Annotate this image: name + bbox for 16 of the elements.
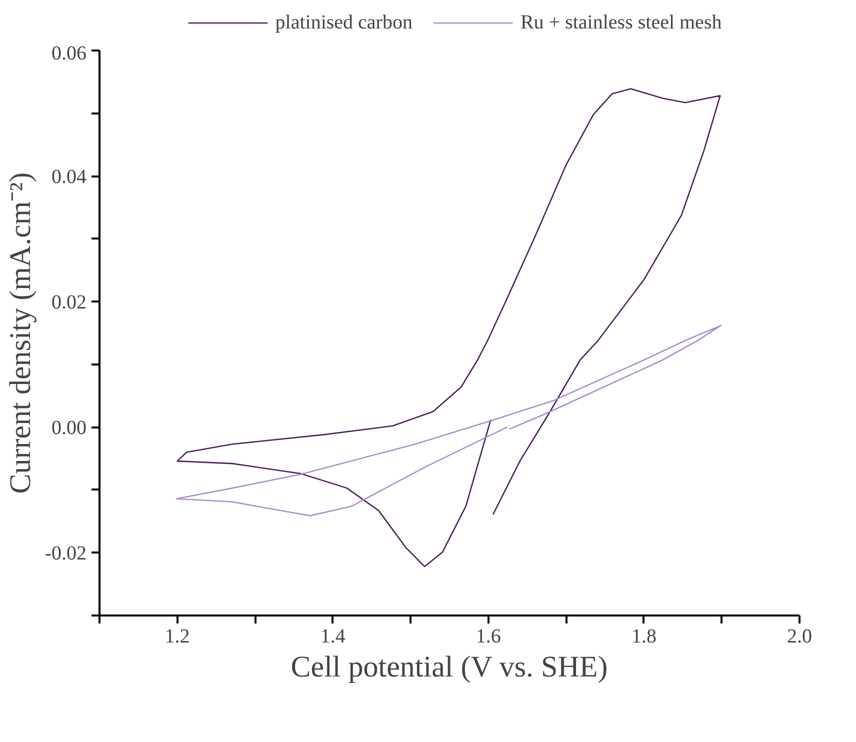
x-axis-title: Cell potential (V vs. SHE)	[290, 650, 608, 684]
x-tick-label: 2.0	[787, 626, 812, 648]
y-tick-label: 0.02	[52, 292, 86, 314]
x-tick-label: 1.8	[631, 626, 656, 648]
x-tick-label: 1.6	[476, 626, 501, 648]
line-series	[176, 324, 722, 516]
legend-label: Ru + stainless steel mesh	[520, 11, 722, 34]
y-tick-label: 0.06	[52, 42, 86, 64]
line-series	[176, 88, 721, 568]
x-tick-label: 1.2	[164, 626, 190, 648]
y-tick-label: 0.04	[52, 166, 86, 188]
legend-label: platinised carbon	[275, 11, 412, 34]
x-tick-label: 1.4	[320, 626, 346, 648]
y-tick-label: -0.02	[44, 542, 87, 565]
y-tick-label: 0.00	[52, 417, 86, 440]
y-axis-title: Current density (mA.cm⁻²)	[4, 172, 37, 494]
